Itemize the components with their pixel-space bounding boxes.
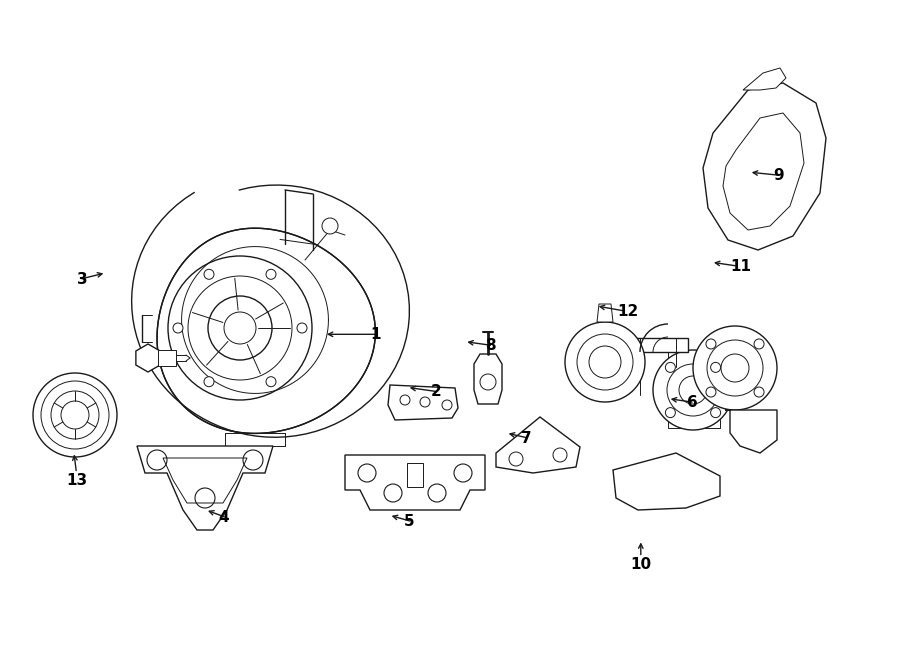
Text: 9: 9 — [773, 168, 784, 183]
Text: 4: 4 — [219, 510, 230, 525]
Text: 1: 1 — [370, 327, 381, 342]
Polygon shape — [613, 453, 720, 510]
Circle shape — [693, 326, 777, 410]
Circle shape — [51, 391, 99, 439]
Circle shape — [322, 218, 338, 234]
Polygon shape — [743, 68, 786, 90]
Polygon shape — [628, 338, 688, 352]
Circle shape — [665, 408, 675, 418]
Circle shape — [679, 376, 707, 404]
Text: 10: 10 — [630, 557, 652, 573]
Circle shape — [754, 339, 764, 349]
Circle shape — [188, 276, 292, 380]
Circle shape — [204, 377, 214, 387]
Polygon shape — [703, 83, 826, 250]
Circle shape — [721, 354, 749, 382]
Polygon shape — [158, 350, 176, 366]
Circle shape — [667, 364, 719, 416]
Polygon shape — [496, 417, 580, 473]
Circle shape — [358, 464, 376, 482]
Circle shape — [224, 312, 256, 344]
Circle shape — [711, 408, 721, 418]
Circle shape — [61, 401, 89, 429]
Text: 5: 5 — [404, 514, 415, 529]
Circle shape — [553, 448, 567, 462]
Polygon shape — [157, 228, 375, 434]
Circle shape — [577, 334, 633, 390]
Text: 2: 2 — [431, 385, 442, 399]
Circle shape — [707, 340, 763, 396]
Circle shape — [706, 387, 716, 397]
Circle shape — [565, 322, 645, 402]
Circle shape — [208, 296, 272, 360]
Circle shape — [168, 256, 312, 400]
Text: 7: 7 — [521, 431, 532, 446]
Circle shape — [173, 323, 183, 333]
Circle shape — [711, 362, 721, 372]
Text: 6: 6 — [687, 395, 698, 410]
Circle shape — [195, 488, 215, 508]
Circle shape — [41, 381, 109, 449]
Polygon shape — [597, 304, 613, 322]
Circle shape — [266, 269, 276, 279]
Text: 3: 3 — [76, 272, 87, 287]
Circle shape — [706, 339, 716, 349]
Polygon shape — [668, 352, 720, 428]
Text: 8: 8 — [485, 338, 496, 353]
Circle shape — [243, 450, 263, 470]
Polygon shape — [345, 455, 485, 510]
Circle shape — [428, 484, 446, 502]
Circle shape — [665, 362, 675, 372]
Circle shape — [589, 346, 621, 378]
Circle shape — [420, 397, 430, 407]
Circle shape — [384, 484, 402, 502]
Circle shape — [33, 373, 117, 457]
Circle shape — [147, 450, 167, 470]
Polygon shape — [725, 410, 777, 453]
Circle shape — [754, 387, 764, 397]
Circle shape — [454, 464, 472, 482]
Circle shape — [266, 377, 276, 387]
Circle shape — [480, 374, 496, 390]
Circle shape — [297, 323, 307, 333]
Circle shape — [442, 400, 452, 410]
Polygon shape — [137, 446, 273, 530]
Polygon shape — [474, 354, 502, 404]
Polygon shape — [136, 344, 160, 372]
Circle shape — [204, 269, 214, 279]
Circle shape — [653, 350, 733, 430]
Text: 11: 11 — [730, 259, 751, 273]
Circle shape — [509, 452, 523, 466]
Circle shape — [400, 395, 410, 405]
Text: 13: 13 — [66, 473, 87, 489]
Text: 12: 12 — [617, 304, 639, 318]
Polygon shape — [388, 385, 458, 420]
